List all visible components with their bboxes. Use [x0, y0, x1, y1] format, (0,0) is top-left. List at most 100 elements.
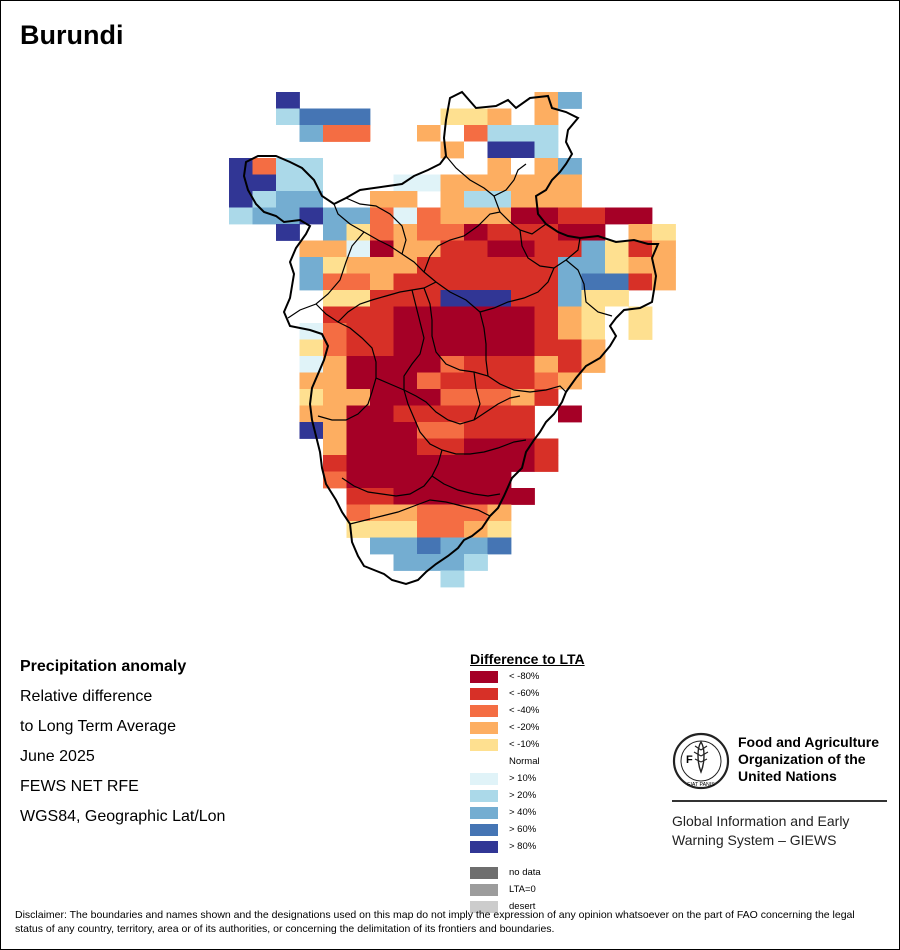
anomaly-cell — [534, 224, 559, 241]
legend-class-swatch — [470, 824, 498, 836]
giews-line2: Warning System – GIEWS — [672, 832, 837, 848]
anomaly-cell — [323, 174, 347, 192]
anomaly-cell — [605, 323, 629, 340]
anomaly-cell — [511, 488, 535, 505]
anomaly-cell — [370, 471, 394, 489]
anomaly-cell — [534, 290, 559, 307]
anomaly-cell — [440, 504, 465, 522]
legend-class-row: < -40% — [470, 703, 585, 720]
anomaly-cell — [417, 554, 441, 571]
anomaly-cell — [652, 257, 676, 274]
legend-class-swatch — [470, 705, 498, 717]
anomaly-cell — [299, 273, 324, 291]
anomaly-cell — [464, 356, 488, 373]
anomaly-cell — [370, 438, 394, 456]
legend-class-swatch — [470, 790, 498, 802]
anomaly-cell — [487, 339, 512, 357]
anomaly-cell — [417, 273, 441, 291]
fao-name-line2: Organization of the — [738, 751, 866, 767]
anomaly-cell — [558, 240, 582, 258]
anomaly-cell — [464, 488, 488, 505]
anomaly-cell — [440, 224, 465, 241]
anomaly-cell — [346, 125, 371, 142]
anomaly-cell — [393, 521, 418, 538]
anomaly-cell — [346, 356, 371, 373]
anomaly-cell — [558, 339, 582, 357]
anomaly-cell — [417, 521, 441, 538]
anomaly-cell — [581, 323, 606, 340]
anomaly-cell — [440, 372, 465, 390]
anomaly-cell — [276, 191, 300, 208]
anomaly-cell — [252, 174, 277, 192]
anomaly-cell — [605, 207, 629, 225]
legend-class-row: > 80% — [470, 839, 585, 856]
anomaly-cell — [346, 471, 371, 489]
anomaly-cell — [628, 224, 653, 241]
anomaly-cell — [393, 537, 418, 555]
anomaly-cell — [417, 372, 441, 390]
anomaly-cell — [487, 174, 512, 192]
anomaly-cell — [323, 257, 347, 274]
fao-logo-motto: FIAT PANIS — [687, 782, 715, 788]
anomaly-cell — [393, 389, 418, 406]
anomaly-cell — [323, 207, 347, 225]
anomaly-cell — [299, 125, 324, 142]
anomaly-cell — [440, 125, 465, 142]
anomaly-cell — [558, 323, 582, 340]
anomaly-cell — [464, 273, 488, 291]
fao-logo-icon: F FIAT PANIS — [672, 732, 730, 790]
anomaly-cell — [370, 356, 394, 373]
anomaly-cell — [464, 471, 488, 489]
legend-class-row: > 40% — [470, 805, 585, 822]
anomaly-cell — [487, 158, 512, 175]
anomaly-cell — [605, 290, 629, 307]
anomaly-cell — [323, 240, 347, 258]
anomaly-cell — [346, 389, 371, 406]
anomaly-cell — [417, 455, 441, 472]
anomaly-cell — [534, 207, 559, 225]
anomaly-cell — [581, 257, 606, 274]
anomaly-cell — [370, 455, 394, 472]
anomaly-cell — [511, 141, 535, 159]
anomaly-cell — [440, 323, 465, 340]
giews-line1: Global Information and Early — [672, 813, 850, 829]
anomaly-cell — [440, 240, 465, 258]
anomaly-cell — [464, 257, 488, 274]
anomaly-cell — [393, 356, 418, 373]
anomaly-cell — [464, 339, 488, 357]
legend-class-label: < -20% — [509, 722, 540, 733]
giews-name: Global Information and Early Warning Sys… — [672, 812, 849, 850]
anomaly-cell — [370, 521, 394, 538]
anomaly-cell — [323, 339, 347, 357]
anomaly-cell — [605, 257, 629, 274]
legend-class-swatch — [470, 739, 498, 751]
anomaly-cell — [487, 537, 512, 555]
anomaly-cell — [346, 273, 371, 291]
legend-class-row: > 60% — [470, 822, 585, 839]
anomaly-cell — [487, 389, 512, 406]
anomaly-cell — [393, 471, 418, 489]
anomaly-cell — [440, 306, 465, 324]
anomaly-cell — [323, 389, 347, 406]
legend-class-label: < -80% — [509, 671, 540, 682]
anomaly-cell — [652, 273, 676, 291]
anomaly-cell — [323, 422, 347, 439]
anomaly-cell — [628, 257, 653, 274]
anomaly-cell — [440, 570, 465, 588]
anomaly-cell — [440, 455, 465, 472]
anomaly-cell — [440, 191, 465, 208]
anomaly-cell — [511, 339, 535, 357]
anomaly-cell — [323, 290, 347, 307]
anomaly-cell — [464, 438, 488, 456]
anomaly-map — [229, 90, 676, 588]
anomaly-cell — [628, 207, 653, 225]
anomaly-cell — [534, 438, 559, 456]
legend-class-row: > 10% — [470, 771, 585, 788]
admin-boundaries — [242, 90, 660, 586]
anomaly-cell — [346, 108, 371, 126]
legend-class-swatch — [470, 671, 498, 683]
anomaly-cell — [252, 191, 277, 208]
anomaly-cell — [393, 207, 418, 225]
anomaly-cell — [487, 488, 512, 505]
legend-class-swatch — [470, 807, 498, 819]
